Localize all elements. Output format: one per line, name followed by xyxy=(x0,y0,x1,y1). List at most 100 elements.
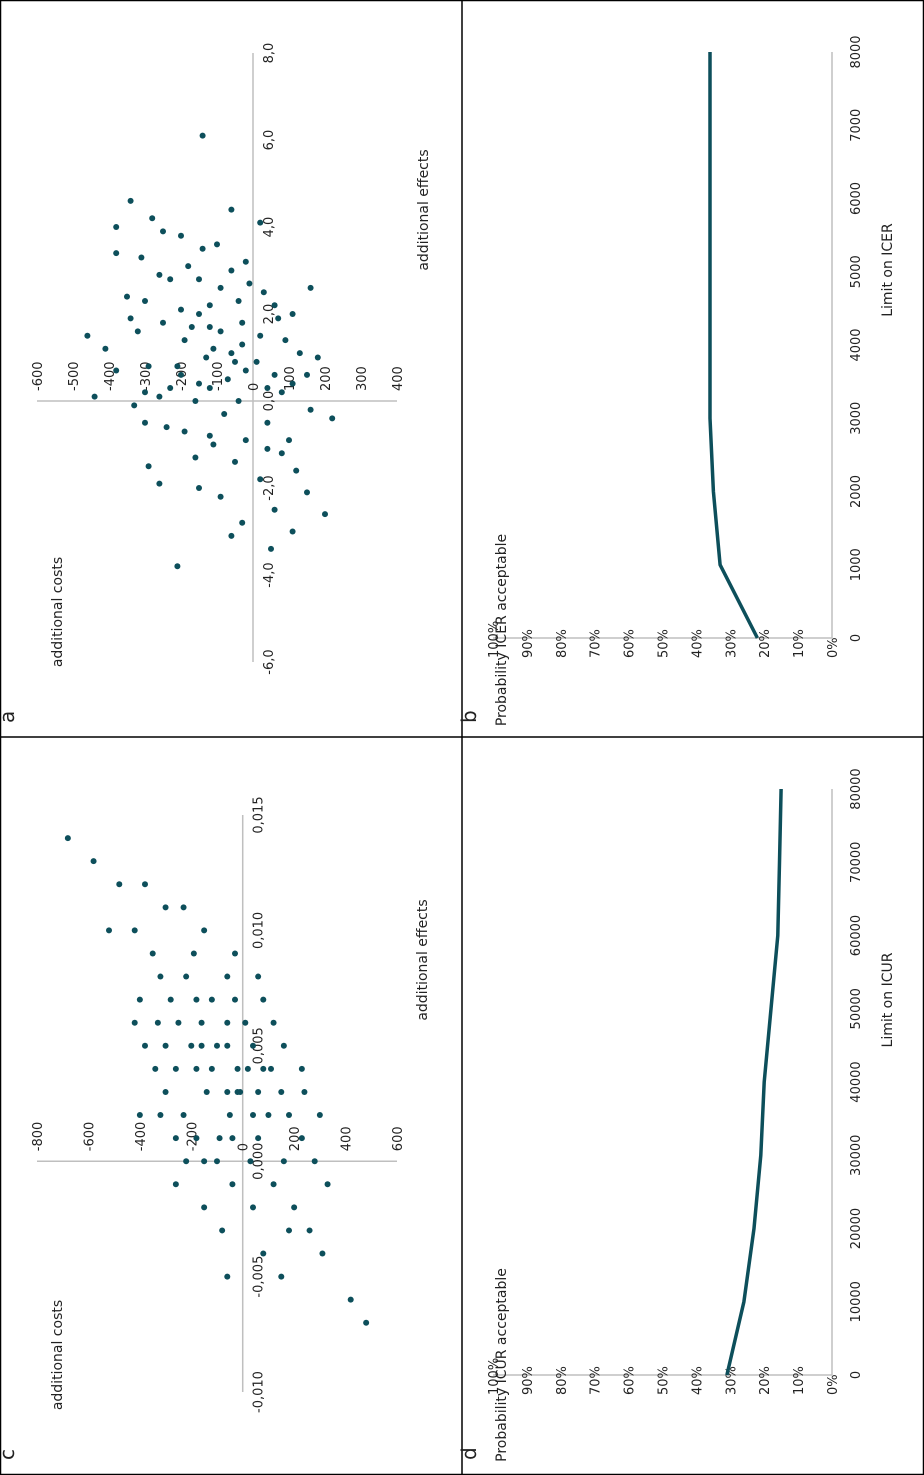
x-tick-label: 50000 xyxy=(849,988,864,1029)
data-point xyxy=(229,1135,236,1142)
y-tick-label: 200 xyxy=(288,1126,303,1151)
data-point xyxy=(253,358,260,365)
x-tick-label: 5000 xyxy=(849,255,864,288)
y-tick-label: 40% xyxy=(690,629,705,658)
y-tick-label: -400 xyxy=(134,1122,149,1152)
panel-letter-a: a xyxy=(0,711,19,723)
data-point xyxy=(289,380,296,387)
x-tick-label: 0 xyxy=(849,634,864,642)
data-point xyxy=(314,354,321,361)
x-tick-label: 0,015 xyxy=(252,796,267,833)
data-point xyxy=(286,1227,292,1234)
data-point xyxy=(242,258,249,265)
x-tick-label: 20000 xyxy=(849,1208,864,1249)
x-tick-label: 0,0 xyxy=(262,391,277,412)
data-point xyxy=(160,319,166,326)
y-tick-label: 80% xyxy=(555,1366,570,1395)
data-point xyxy=(172,1135,179,1142)
data-point xyxy=(280,1158,287,1165)
data-point xyxy=(363,1319,370,1326)
data-point xyxy=(113,367,120,374)
x-tick-label: 3000 xyxy=(849,402,864,435)
data-point xyxy=(178,371,184,378)
data-point xyxy=(188,1042,195,1049)
data-point xyxy=(216,1135,223,1142)
y-tick-label: -400 xyxy=(103,361,118,391)
data-point xyxy=(347,1296,354,1303)
data-point xyxy=(142,389,148,396)
data-point xyxy=(235,297,242,304)
data-point xyxy=(286,437,292,444)
data-point xyxy=(181,337,188,344)
data-point xyxy=(145,363,152,370)
y-tick-label: 20% xyxy=(758,629,773,658)
x-tick-label: 7000 xyxy=(849,109,864,142)
data-point xyxy=(280,1042,287,1049)
x-tick-label: 40000 xyxy=(849,1061,864,1102)
y-tick-label: 30% xyxy=(724,629,739,658)
data-point xyxy=(163,424,170,431)
y-tick-label: 100% xyxy=(487,1358,502,1395)
data-point xyxy=(206,302,213,309)
data-point xyxy=(232,458,238,465)
data-point xyxy=(136,1112,143,1119)
data-point xyxy=(201,1158,208,1165)
data-point xyxy=(242,1019,249,1026)
data-point xyxy=(224,1019,231,1026)
x-tick-label: 8000 xyxy=(849,35,864,68)
data-point xyxy=(193,1065,200,1072)
data-point xyxy=(102,345,109,352)
data-point xyxy=(113,250,120,257)
data-point xyxy=(226,1112,233,1119)
x-tick-label: 60000 xyxy=(849,915,864,956)
y-tick-label: 50% xyxy=(657,629,672,658)
y-tick-label: 10% xyxy=(792,629,807,658)
y-axis-title: additional costs xyxy=(50,557,66,667)
data-point xyxy=(324,1181,331,1188)
data-point xyxy=(235,398,242,404)
data-point xyxy=(157,1112,164,1119)
data-point xyxy=(224,1088,231,1095)
data-point xyxy=(257,219,264,226)
y-tick-label: -300 xyxy=(139,361,154,391)
data-point xyxy=(192,454,199,461)
data-point xyxy=(268,1065,274,1072)
data-point xyxy=(178,306,184,313)
y-tick-label: 300 xyxy=(355,366,370,391)
data-point xyxy=(156,480,163,487)
x-tick-label: 0,000 xyxy=(252,1143,267,1180)
panel-b-line: 0 1000 2000 3000 4000 5000 6000 7000 8000 0% 10% 20… xyxy=(487,35,896,726)
data-point xyxy=(268,545,274,552)
data-point xyxy=(172,1065,179,1072)
data-point xyxy=(293,467,300,474)
x-tick-label: -2,0 xyxy=(262,475,277,500)
data-point xyxy=(322,511,328,518)
data-point xyxy=(234,1088,241,1095)
data-point xyxy=(154,1019,161,1026)
data-point xyxy=(234,1065,241,1072)
data-point xyxy=(214,1158,220,1165)
acceptability-curve xyxy=(725,788,783,1376)
y-tick-label: 0 xyxy=(247,383,262,391)
data-point xyxy=(304,371,310,378)
data-point xyxy=(131,402,138,409)
data-point xyxy=(116,881,123,888)
data-point xyxy=(270,1019,277,1026)
y-tick-label: 60% xyxy=(623,1366,638,1395)
y-axis-title: Probability ICUR acceptable xyxy=(494,1268,510,1462)
data-point xyxy=(232,996,238,1003)
data-point xyxy=(181,428,188,435)
data-point xyxy=(301,1088,308,1095)
data-point xyxy=(289,311,296,317)
data-point xyxy=(196,380,202,387)
x-tick-label: 6,0 xyxy=(262,130,277,151)
y-tick-label: 20% xyxy=(758,1366,773,1395)
data-point xyxy=(329,415,336,422)
x-tick-label: 0,005 xyxy=(252,1027,267,1064)
data-point xyxy=(239,519,246,526)
data-point xyxy=(174,363,181,370)
data-point xyxy=(142,1042,148,1049)
x-tick-label: -0,005 xyxy=(252,1256,267,1298)
data-point xyxy=(278,1273,285,1280)
y-axis-title: Probability ICER acceptable xyxy=(494,534,510,726)
